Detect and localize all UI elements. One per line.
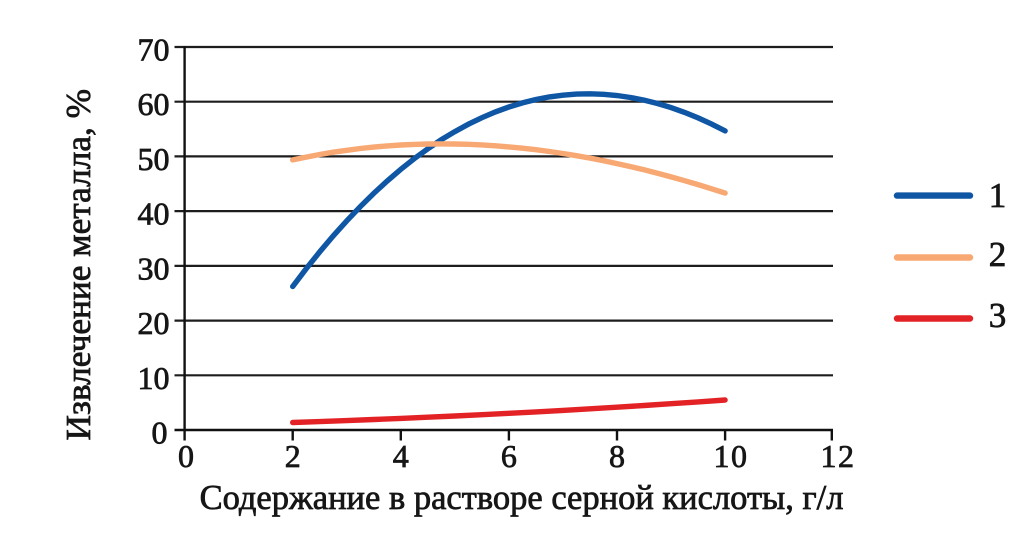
svg-text:2: 2 — [285, 438, 301, 474]
svg-text:40: 40 — [138, 196, 170, 232]
svg-text:8: 8 — [609, 438, 625, 474]
svg-text:70: 70 — [138, 32, 170, 68]
svg-text:12: 12 — [821, 438, 856, 474]
svg-text:6: 6 — [501, 438, 517, 474]
svg-text:4: 4 — [393, 438, 409, 474]
svg-text:60: 60 — [138, 86, 170, 122]
svg-text:2: 2 — [989, 235, 1007, 274]
svg-text:10: 10 — [714, 438, 749, 474]
svg-text:50: 50 — [138, 141, 170, 177]
svg-text:30: 30 — [138, 250, 170, 286]
svg-text:Содержание в растворе серной к: Содержание в растворе серной кислоты, г/… — [200, 479, 844, 517]
svg-text:3: 3 — [989, 296, 1007, 335]
svg-text:Извлечение металла, %: Извлечение металла, % — [59, 89, 98, 441]
svg-text:20: 20 — [138, 305, 170, 341]
svg-text:0: 0 — [152, 415, 168, 451]
svg-text:0: 0 — [178, 438, 194, 474]
svg-text:1: 1 — [989, 176, 1007, 215]
svg-text:10: 10 — [138, 360, 170, 396]
